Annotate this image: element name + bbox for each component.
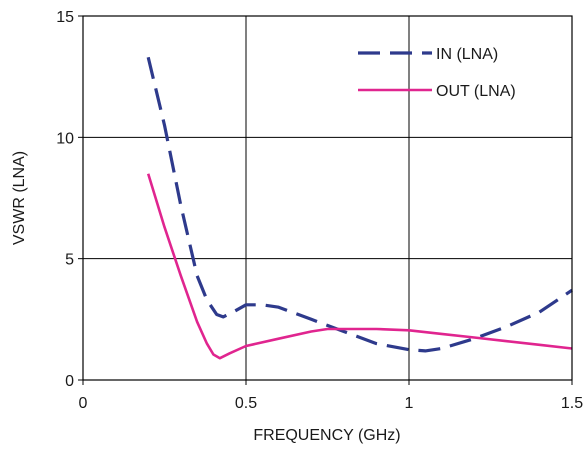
x-tick-label: 1 bbox=[405, 395, 414, 412]
y-tick-label: 5 bbox=[65, 252, 74, 269]
legend-item: OUT (LNA) bbox=[358, 83, 516, 100]
x-axis-label: FREQUENCY (GHz) bbox=[253, 427, 400, 444]
legend-item: IN (LNA) bbox=[358, 46, 498, 63]
y-axis-label: VSWR (LNA) bbox=[11, 151, 28, 245]
series-layer bbox=[146, 56, 573, 360]
y-tick-label: 0 bbox=[65, 373, 74, 390]
y-tick-label: 15 bbox=[56, 9, 74, 26]
x-tick-label: 0 bbox=[79, 395, 88, 412]
grid-layer bbox=[83, 16, 572, 380]
x-tick-label: 0.5 bbox=[235, 395, 257, 412]
x-tick-label: 1.5 bbox=[561, 395, 583, 412]
legend-label: OUT (LNA) bbox=[436, 83, 516, 100]
ticks-layer: 0 0.5 1 1.5 0 5 10 15 bbox=[56, 9, 583, 412]
legend-label: IN (LNA) bbox=[436, 46, 498, 63]
plot-frame bbox=[82, 15, 573, 381]
series-line-1 bbox=[146, 173, 573, 360]
series-line-0 bbox=[146, 56, 573, 353]
legend: IN (LNA) OUT (LNA) bbox=[358, 46, 516, 100]
y-tick-label: 10 bbox=[56, 130, 74, 147]
